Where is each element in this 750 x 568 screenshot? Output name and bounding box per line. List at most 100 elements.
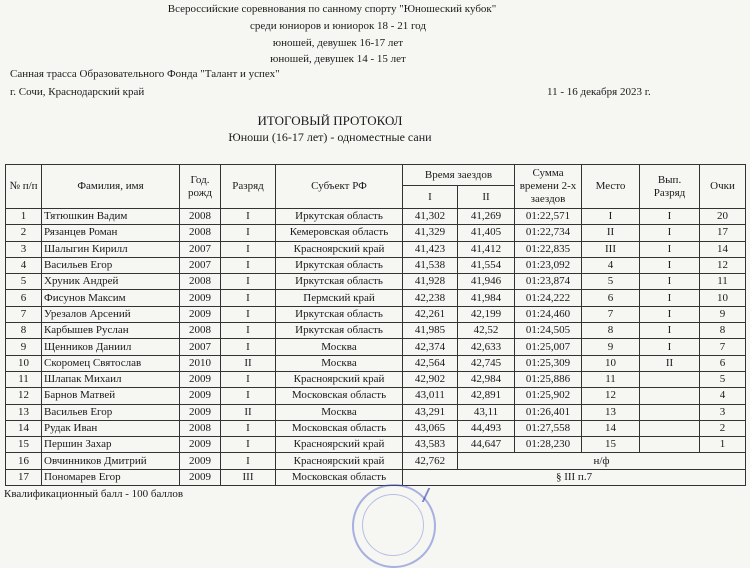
cell-points: 4	[699, 387, 747, 405]
cell-earned: I	[639, 289, 701, 307]
cell-run2: 41,554	[456, 256, 516, 275]
cell-name: Тятюшкин Вадим	[41, 207, 180, 226]
protocol-title: ИТОГОВЫЙ ПРОТОКОЛ	[257, 113, 403, 128]
cell-region: Москва	[275, 354, 403, 372]
category-line-juniors: среди юниоров и юниорок 18 - 21 год	[250, 20, 426, 32]
cell-region: Московская область	[275, 468, 403, 487]
cell-run2: 42,745	[456, 354, 516, 372]
cell-run2: 44,493	[456, 419, 516, 438]
header-place: Место	[581, 164, 641, 209]
cell-run1: 42,902	[402, 370, 458, 389]
cell-points: 9	[699, 305, 747, 324]
cell-total: 01:22,734	[514, 224, 583, 242]
table-row: 4 Васильев Егор 2007 I Иркутская область 41,5…	[5, 256, 747, 275]
cell-place: II	[581, 224, 641, 242]
table-row: 2 Рязанцев Роман 2008 I Кемеровская область 4…	[5, 224, 747, 242]
cell-name: Щенников Даниил	[41, 338, 180, 356]
cell-rank: I	[220, 207, 276, 226]
cell-name: Рязанцев Роман	[41, 224, 180, 242]
cell-run2: 41,412	[456, 240, 516, 258]
cell-place: 5	[581, 273, 641, 291]
cell-num: 10	[5, 354, 42, 372]
header-earned-rank: Вып. Разряд	[639, 164, 701, 209]
cell-points: 6	[699, 354, 747, 372]
cell-total: 01:27,558	[514, 419, 583, 438]
protocol-subtitle: Юноши (16-17 лет) - одноместные сани	[228, 130, 432, 144]
cell-run2: 42,891	[456, 387, 516, 405]
cell-name: Фисунов Максим	[41, 289, 180, 307]
cell-name: Хруник Андрей	[41, 273, 180, 291]
cell-name: Урезалов Арсений	[41, 305, 180, 324]
cell-run1: 43,011	[402, 387, 458, 405]
cell-region: Красноярский край	[275, 452, 403, 470]
table-row: 14 Рудак Иван 2008 I Московская область 43,06…	[5, 419, 747, 438]
cell-total: 01:25,007	[514, 338, 583, 356]
cell-num: 15	[5, 436, 42, 454]
header-name: Фамилия, имя	[41, 164, 180, 209]
cell-num: 5	[5, 273, 42, 291]
table-row: 11 Шлапак Михаил 2009 I Красноярский край 42,…	[5, 370, 747, 389]
cell-total: 01:25,309	[514, 354, 583, 372]
cell-year: 2009	[179, 387, 221, 405]
header-rank: Разряд	[220, 164, 276, 209]
cell-name: Овчинников Дмитрий	[41, 452, 180, 470]
cell-total: 01:25,902	[514, 387, 583, 405]
cell-region: Иркутская область	[275, 322, 403, 340]
cell-run1: 41,985	[402, 322, 458, 340]
cell-rank: II	[220, 403, 276, 421]
cell-name: Шлапак Михаил	[41, 370, 180, 389]
table-row: 1 Тятюшкин Вадим 2008 I Иркутская область 41,…	[5, 207, 747, 226]
qualification-note: Квалификационный балл - 100 баллов	[4, 488, 184, 500]
cell-num: 16	[5, 452, 42, 470]
cell-place: 11	[581, 370, 641, 389]
cell-points: 7	[699, 338, 747, 356]
official-stamp-inner	[362, 494, 424, 556]
results-table: № п/п Фамилия, имя Год. рожд Разряд Субъ…	[5, 164, 747, 487]
header-year: Год. рожд	[179, 164, 221, 209]
cell-rank: I	[220, 289, 276, 307]
header-points: Очки	[699, 164, 747, 209]
cell-num: 13	[5, 403, 42, 421]
cell-year: 2008	[179, 224, 221, 242]
cell-year: 2007	[179, 338, 221, 356]
category-line-youth-16-17: юношей, девушек 16-17 лет	[272, 37, 404, 49]
cell-run1: 43,583	[402, 436, 458, 454]
cell-rank: I	[220, 240, 276, 258]
cell-total: 01:22,835	[514, 240, 583, 258]
cell-run2: 41,405	[456, 224, 516, 242]
dates: 11 - 16 декабря 2023 г.	[547, 86, 651, 98]
cell-run1: 41,329	[402, 224, 458, 242]
cell-region: Московская область	[275, 387, 403, 405]
table-row: 3 Шалыгин Кирилл 2007 I Красноярский край 41,…	[5, 240, 747, 258]
cell-run2: 42,199	[456, 305, 516, 324]
cell-dsq-note: § III п.7	[401, 468, 747, 487]
cell-points: 8	[699, 322, 747, 340]
cell-num: 1	[5, 207, 42, 226]
cell-run2: 42,633	[456, 338, 516, 356]
cell-points: 5	[699, 370, 747, 389]
cell-run1: 42,762	[402, 452, 458, 470]
cell-total: 01:24,222	[514, 289, 583, 307]
cell-run2: 44,647	[456, 436, 516, 454]
table-row: 15 Першин Захар 2009 I Красноярский край 43,5…	[5, 436, 747, 454]
cell-earned: I	[639, 322, 701, 340]
header-runs: Время заездов	[401, 164, 516, 186]
table-row: 7 Урезалов Арсений 2009 I Иркутская область 4…	[5, 305, 747, 324]
cell-total: 01:23,874	[514, 273, 583, 291]
cell-run1: 42,238	[402, 289, 458, 307]
header-region: Субъект РФ	[275, 164, 403, 209]
cell-earned	[639, 419, 701, 438]
cell-total: 01:25,886	[514, 370, 583, 389]
cell-year: 2010	[179, 354, 221, 372]
cell-rank: III	[220, 468, 276, 487]
cell-run1: 41,538	[402, 256, 458, 275]
cell-earned: II	[639, 354, 701, 372]
cell-rank: I	[220, 273, 276, 291]
cell-year: 2007	[179, 240, 221, 258]
cell-points: 1	[699, 436, 747, 454]
cell-run1: 43,065	[402, 419, 458, 438]
cell-run2: 41,946	[456, 273, 516, 291]
cell-rank: I	[220, 224, 276, 242]
cell-num: 9	[5, 338, 42, 356]
table-row: 13 Васильев Егор 2009 II Москва 43,291 43,11 01…	[5, 403, 747, 421]
